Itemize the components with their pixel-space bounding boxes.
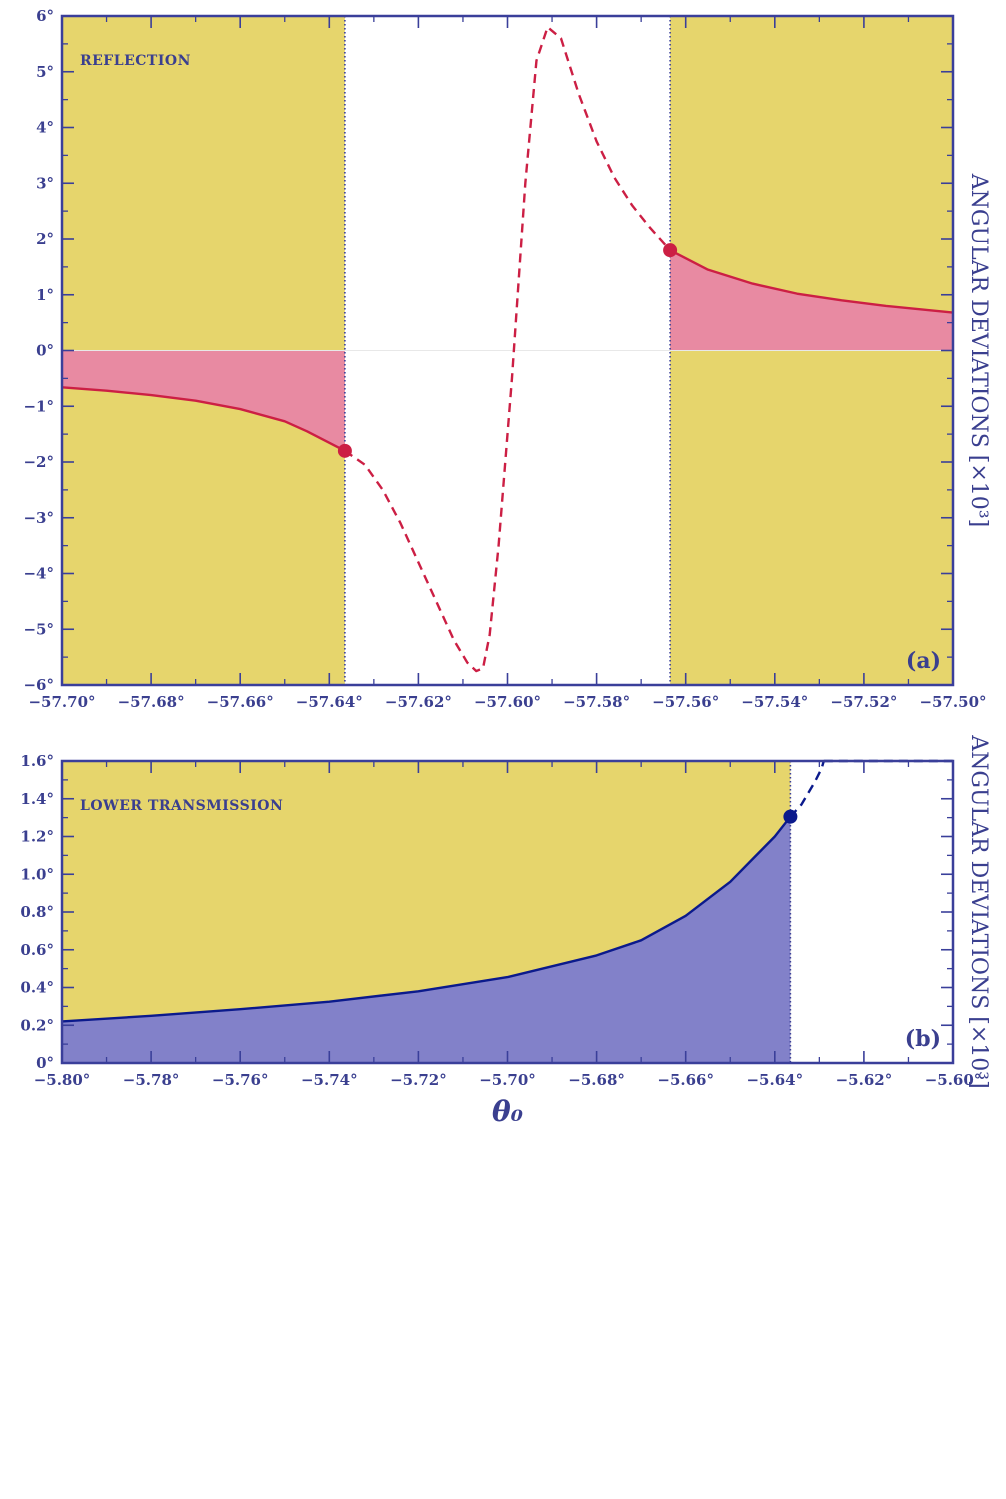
panel-a-marker-1 bbox=[663, 243, 678, 258]
panel-b-y-tick-label: 0° bbox=[36, 1054, 54, 1072]
panel-b-fill-area-0 bbox=[62, 816, 791, 1063]
panel-a-fill-area-0 bbox=[62, 350, 345, 451]
panel-a-y-tick-label: 5° bbox=[36, 63, 54, 81]
panel-a-y-tick-label: 4° bbox=[36, 119, 54, 137]
panel-a-y-tick-label: 1° bbox=[36, 286, 54, 304]
panel-a-y-tick-label: −5° bbox=[23, 620, 54, 638]
panel-a-x-tick-label: −57.52° bbox=[830, 693, 897, 711]
panel-a-x-tick-label: −57.64° bbox=[296, 693, 363, 711]
panel-b-y-tick-label: 0.2° bbox=[20, 1016, 54, 1034]
panel-a-x-tick-label: −57.62° bbox=[385, 693, 452, 711]
panel-a-fill-area-2 bbox=[670, 250, 953, 351]
panel-a-letter: (a) bbox=[906, 648, 941, 674]
x-axis-label: θ₀ bbox=[492, 1095, 523, 1128]
panel-b-y-tick-label: 0.6° bbox=[20, 941, 54, 959]
panel-b-title: LOWER TRANSMISSION bbox=[80, 798, 283, 814]
panel-a-y-tick-label: −4° bbox=[23, 565, 54, 583]
panel-a-x-tick-label: −57.56° bbox=[652, 693, 719, 711]
panel-a-series-dashed-1 bbox=[344, 25, 671, 673]
panel-a-series-solid-2 bbox=[669, 249, 954, 314]
panel-a-y-tick-label: 2° bbox=[36, 230, 54, 248]
panel-a-ylabel: ANGULAR DEVIATIONS [×10³] bbox=[966, 173, 991, 527]
panel-b-series-dashed-1 bbox=[789, 760, 825, 818]
panel-b-x-tick-label: −5.68° bbox=[568, 1071, 625, 1089]
panel-b-y-tick-label: 0.4° bbox=[20, 979, 54, 997]
panel-b-x-tick-label: −5.72° bbox=[390, 1071, 447, 1089]
panel-b-y-tick-label: 1.4° bbox=[20, 790, 54, 808]
panel-b-ylabel: ANGULAR DEVIATIONS [×10³] bbox=[966, 734, 991, 1088]
panel-b-x-tick-label: −5.74° bbox=[301, 1071, 358, 1089]
panel-a-y-tick-label: −1° bbox=[23, 397, 54, 415]
panel-b-marker-0 bbox=[783, 809, 798, 824]
panel-b-lower-transmission: −5.80° −5.78° −5.76° −5.74° −5.72° −5.70° −5.6… bbox=[20, 734, 991, 1128]
panel-b-series-solid-0 bbox=[61, 815, 792, 1023]
panel-a-x-tick-label: −57.60° bbox=[474, 693, 541, 711]
panel-a-y-tick-label: 0° bbox=[36, 342, 54, 360]
panel-b-y-tick-label: 1.2° bbox=[20, 828, 54, 846]
panel-a-marker-0 bbox=[337, 443, 352, 458]
panel-a-x-tick-label: −57.68° bbox=[118, 693, 185, 711]
panel-a-x-tick-label: −57.70° bbox=[28, 693, 95, 711]
panel-a-x-tick-label: −57.54° bbox=[741, 693, 808, 711]
panel-b-x-tick-label: −5.66° bbox=[657, 1071, 714, 1089]
panel-b-x-tick-label: −5.70° bbox=[479, 1071, 536, 1089]
panel-a-x-tick-label: −57.50° bbox=[919, 693, 986, 711]
panel-b-x-tick-label: −5.80° bbox=[34, 1071, 91, 1089]
panel-a-series-solid-0 bbox=[61, 386, 346, 452]
panel-a-y-tick-label: 3° bbox=[36, 174, 54, 192]
panel-b-x-tick-label: −5.60° bbox=[925, 1071, 982, 1089]
panel-b-y-tick-label: 1.0° bbox=[20, 865, 54, 883]
panel-b-x-tick-label: −5.62° bbox=[836, 1071, 893, 1089]
panel-a-x-tick-label: −57.58° bbox=[563, 693, 630, 711]
panel-b-y-tick-label: 0.8° bbox=[20, 903, 54, 921]
panel-b-x-tick-label: −5.64° bbox=[746, 1071, 803, 1089]
panel-b-x-tick-label: −5.78° bbox=[123, 1071, 180, 1089]
panel-a-y-tick-label: −6° bbox=[23, 676, 54, 694]
panel-a-x-tick-label: −57.66° bbox=[207, 693, 274, 711]
panel-a-reflection: −57.70° −57.68° −57.66° −57.64° −57.62° −57.6… bbox=[23, 7, 991, 711]
panel-b-y-tick-label: 1.6° bbox=[20, 752, 54, 770]
panel-a-y-tick-label: −2° bbox=[23, 453, 54, 471]
panel-b-letter: (b) bbox=[905, 1026, 941, 1052]
panel-a-y-tick-label: −3° bbox=[23, 509, 54, 527]
panel-b-x-tick-label: −5.76° bbox=[212, 1071, 269, 1089]
panel-a-title: REFLECTION bbox=[80, 53, 191, 69]
panel-a-y-tick-label: 6° bbox=[36, 7, 54, 25]
